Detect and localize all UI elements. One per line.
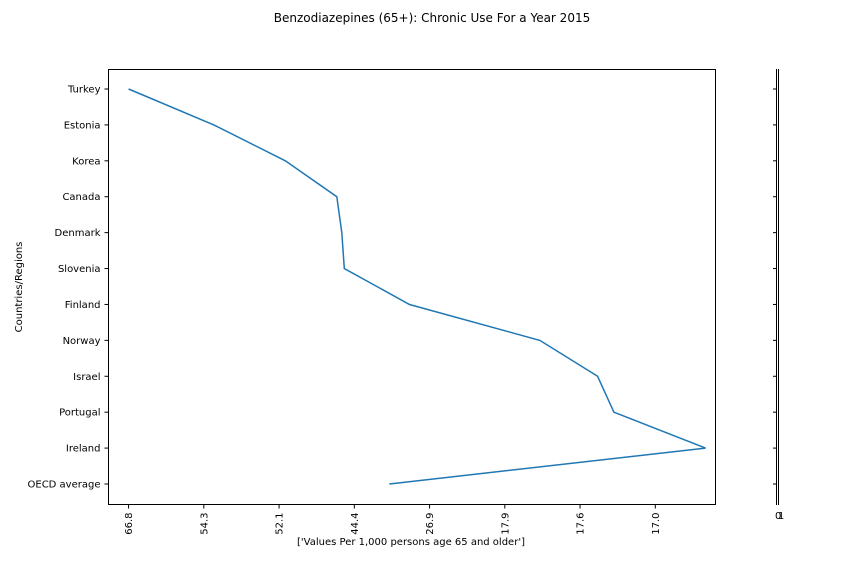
y-tick-label: Estonia: [64, 120, 101, 131]
x-tick-label: 17.6: [576, 513, 587, 535]
y-tick-label: Norway: [63, 336, 101, 347]
y-tick-label: Slovenia: [58, 264, 101, 275]
x-axis: 66.8 54.3 52.1 44.4 26.9 17.9 17.6 17.0: [124, 504, 662, 535]
y-tick-label: Israel: [73, 372, 100, 383]
x-tick-label: 26.9: [425, 513, 436, 535]
side-panel: 0 1: [773, 69, 784, 522]
y-tick-label: Turkey: [67, 85, 101, 96]
x-tick-label: 44.4: [350, 513, 361, 535]
y-tick-label: Denmark: [55, 228, 101, 239]
x-tick-label: 54.3: [199, 513, 210, 535]
x-tick-label: 52.1: [275, 513, 286, 535]
y-tick-label: Finland: [65, 300, 101, 311]
y-tick-label: Portugal: [59, 408, 100, 419]
y-tick-label: Korea: [72, 156, 100, 167]
x-tick-label: 17.0: [651, 513, 662, 535]
y-axis: Turkey Estonia Korea Canada Denmark Slovenia F…: [28, 85, 109, 491]
x-axis-label: ['Values Per 1,000 persons age 65 and ol…: [297, 537, 525, 548]
y-tick-label: OECD average: [28, 480, 101, 491]
side-panel-tick-label: 0: [775, 511, 781, 522]
y-axis-label: Countries/Regions: [14, 242, 25, 333]
side-panel-tick-label: 1: [778, 511, 784, 522]
y-tick-label: Ireland: [66, 444, 101, 455]
series-line: [128, 88, 706, 485]
side-panel-ticks: [773, 88, 777, 485]
plot-frame: [108, 69, 716, 505]
y-tick-label: Canada: [62, 192, 100, 203]
x-tick-label: 17.9: [500, 513, 511, 535]
chart-title: Benzodiazepines (65+): Chronic Use For a…: [274, 11, 590, 25]
plot-area: Turkey Estonia Korea Canada Denmark Slovenia F…: [28, 69, 716, 535]
x-tick-label: 66.8: [124, 513, 135, 535]
